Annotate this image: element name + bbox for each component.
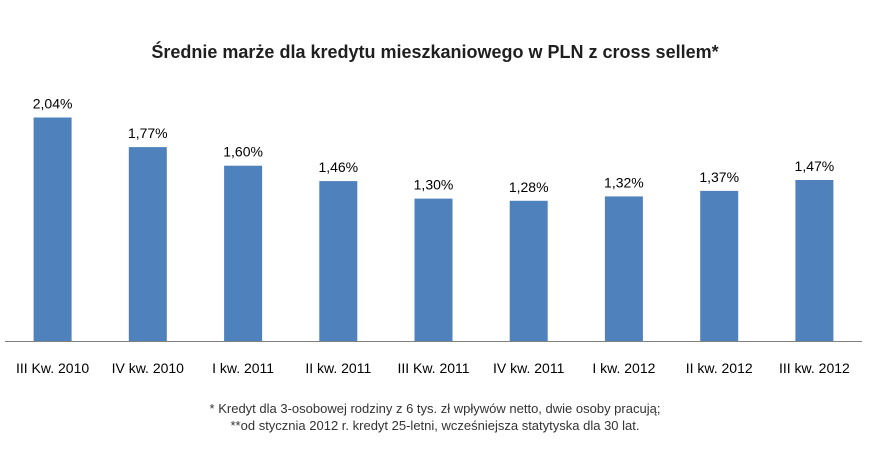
value-label-2: 1,77% xyxy=(128,125,168,141)
bar-3 xyxy=(224,165,263,341)
value-label-9: 1,47% xyxy=(795,158,835,174)
bars-layer xyxy=(33,117,834,341)
value-label-8: 1,37% xyxy=(699,169,739,185)
bar-9 xyxy=(795,180,834,341)
value-labels-layer: 2,04% 1,77% 1,60% 1,46% 1,30% 1,28% 1,32% 1,37%… xyxy=(33,96,835,195)
x-tick-label-9: III kw. 2012 xyxy=(779,360,850,376)
x-tick-label-2: IV kw. 2010 xyxy=(112,360,185,376)
value-label-5: 1,30% xyxy=(414,177,454,193)
value-label-7: 1,32% xyxy=(604,174,644,190)
bar-1 xyxy=(33,117,72,341)
footnote-1: * Kredyt dla 3-osobowej rodziny z 6 tys.… xyxy=(209,401,661,416)
value-label-6: 1,28% xyxy=(509,179,549,195)
bar-6 xyxy=(509,200,548,341)
bar-2 xyxy=(128,147,167,341)
bar-8 xyxy=(700,190,739,341)
value-label-4: 1,46% xyxy=(318,159,358,175)
footnote-2: **od stycznia 2012 r. kredyt 25-letni, w… xyxy=(230,418,640,433)
tick-labels-layer: III Kw. 2010 IV kw. 2010 I kw. 2011 II kw. … xyxy=(16,360,850,376)
x-tick-label-6: IV kw. 2011 xyxy=(493,360,565,376)
x-tick-label-8: II kw. 2012 xyxy=(686,360,753,376)
chart-title: Średnie marże dla kredytu mieszkaniowego… xyxy=(151,42,719,62)
x-tick-label-5: III Kw. 2011 xyxy=(397,360,469,376)
bar-7 xyxy=(604,196,643,341)
value-label-1: 2,04% xyxy=(33,96,73,112)
x-tick-label-7: I kw. 2012 xyxy=(592,360,655,376)
x-tick-label-3: I kw. 2011 xyxy=(212,360,274,376)
x-tick-label-4: II kw. 2011 xyxy=(305,360,371,376)
value-label-3: 1,60% xyxy=(223,144,263,160)
bar-4 xyxy=(319,181,358,341)
bar-5 xyxy=(414,198,453,341)
x-tick-label-1: III Kw. 2010 xyxy=(16,360,89,376)
